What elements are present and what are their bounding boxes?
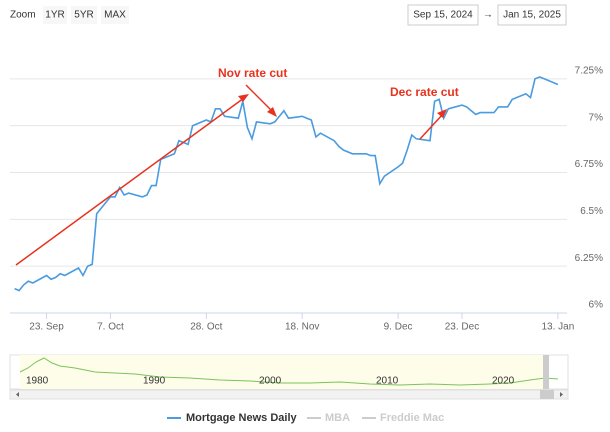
annotations: Nov rate cut Dec rate cut [15,66,459,266]
range-arrow: → [483,10,493,21]
x-tick-label: 7. Oct [97,322,124,333]
y-tick-label: 7% [589,112,604,123]
x-tick-label: 23. Dec [445,322,479,333]
series-line [14,76,559,292]
scrollbar-thumb[interactable] [540,390,554,399]
scroll-right[interactable] [560,392,563,397]
legend-label[interactable]: Mortgage News Daily [186,412,298,424]
arrow-head [437,109,447,118]
range-to[interactable]: Jan 15, 2025 [503,10,561,21]
annotation: Nov rate cut [218,66,287,80]
zoom-label: Zoom [10,10,36,21]
arrow-line [419,113,444,140]
arrow-line [15,97,245,266]
zoom-button-label[interactable]: MAX [104,10,126,21]
plot-area: 6% 6.25% 6.5% 6.75% 7% 7.25% 23. Sep 7. Oct 28. … [10,65,604,333]
y-tick-label: 7.25% [575,65,603,76]
y-tick-label: 6.5% [580,206,603,217]
zoom-button-label[interactable]: 1YR [45,10,64,21]
annotation: Dec rate cut [390,85,459,99]
range-to-input[interactable] [497,4,567,26]
x-tick-label: 13. Jan [541,322,574,333]
navigator-year: 1990 [143,376,166,387]
navigator-year: 2020 [492,376,515,387]
navigator-line [19,357,559,386]
y-tick-label: 6% [589,300,604,311]
arrow-line [245,84,274,113]
arrow-head [267,107,277,117]
y-tick-label: 6.25% [575,253,603,264]
navigator-year: 2010 [376,376,399,387]
scroll-left[interactable] [16,392,19,397]
y-tick-label: 6.75% [575,159,603,170]
zoom-button[interactable] [71,6,97,24]
x-tick-label: 18. Nov [285,322,319,333]
x-tick-label: 9. Dec [384,322,413,333]
legend-label[interactable]: Freddie Mac [380,412,444,424]
range-from-input[interactable] [407,4,479,26]
navigator-handle[interactable] [543,355,549,389]
range-from[interactable]: Sep 15, 2024 [413,10,473,21]
legend-label[interactable]: MBA [325,412,350,424]
zoom-button[interactable] [101,6,129,24]
arrow-head [238,94,249,102]
zoom-button-label[interactable]: 5YR [74,10,93,21]
zoom-button[interactable] [43,6,67,24]
navigator-year: 2000 [259,376,282,387]
scrollbar[interactable] [9,389,569,400]
x-tick-label: 23. Sep [29,322,64,333]
navigator-year: 1980 [26,376,49,387]
x-tick-label: 28. Oct [190,322,222,333]
